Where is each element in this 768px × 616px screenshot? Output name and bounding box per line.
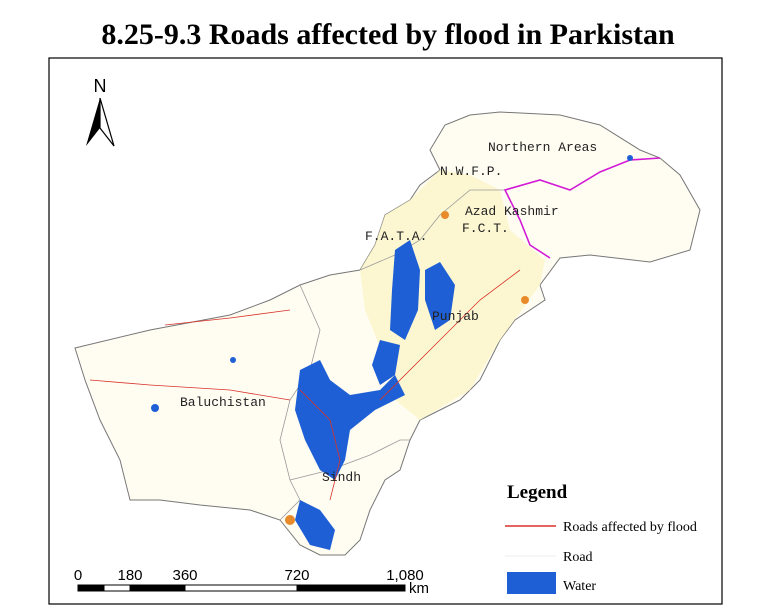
kashmir-line bbox=[503, 157, 661, 259]
scale-bar bbox=[77, 584, 406, 592]
legend-label: Roads affected by flood bbox=[563, 520, 697, 535]
legend-swatch bbox=[507, 572, 556, 594]
legend-title: Legend bbox=[507, 482, 568, 503]
affected-roads bbox=[89, 269, 521, 501]
road-affected bbox=[379, 269, 521, 401]
water bbox=[627, 155, 633, 161]
region-label: Northern Areas bbox=[488, 140, 597, 155]
north-label: N bbox=[94, 76, 107, 96]
water-areas bbox=[151, 155, 633, 550]
region-label: F.C.T. bbox=[462, 221, 509, 236]
province-border bbox=[359, 189, 505, 271]
city-spot bbox=[441, 211, 449, 219]
north-arrow bbox=[99, 97, 115, 147]
scale-label: 720 bbox=[284, 567, 309, 584]
north-arrow bbox=[86, 98, 100, 146]
scale-label: 1,080 bbox=[386, 567, 424, 584]
water bbox=[295, 360, 405, 480]
scale-segment bbox=[296, 584, 406, 592]
map-title: 8.25-9.3 Roads affected by flood in Park… bbox=[101, 18, 675, 51]
scale-segment bbox=[77, 584, 105, 592]
scale-label: 360 bbox=[172, 567, 197, 584]
water bbox=[425, 262, 455, 330]
city-spot bbox=[285, 515, 295, 525]
scale-segment bbox=[184, 584, 298, 592]
scale-label: 0 bbox=[74, 567, 82, 584]
region-label: Azad Kashmir bbox=[465, 204, 559, 219]
scale-label: 180 bbox=[117, 567, 142, 584]
road-affected bbox=[89, 379, 291, 401]
water bbox=[390, 240, 420, 340]
region-label: Baluchistan bbox=[180, 395, 266, 410]
scale-unit: km bbox=[409, 580, 429, 597]
scale-segment bbox=[129, 584, 186, 592]
water bbox=[151, 404, 159, 412]
water bbox=[230, 357, 236, 363]
road-affected bbox=[164, 309, 291, 326]
region-label: Punjab bbox=[432, 309, 479, 324]
region-label: N.W.F.P. bbox=[440, 164, 502, 179]
legend-label: Water bbox=[563, 579, 596, 594]
province-border bbox=[279, 284, 321, 521]
region-label: Sindh bbox=[322, 470, 361, 485]
region-label: F.A.T.A. bbox=[365, 229, 427, 244]
water bbox=[372, 340, 400, 385]
city-spot bbox=[521, 296, 529, 304]
map-frame bbox=[48, 57, 723, 605]
province-border bbox=[289, 439, 410, 481]
road-affected bbox=[299, 389, 341, 501]
legend-label: Road bbox=[563, 550, 593, 565]
water bbox=[295, 500, 335, 550]
scale-segment bbox=[103, 584, 131, 592]
